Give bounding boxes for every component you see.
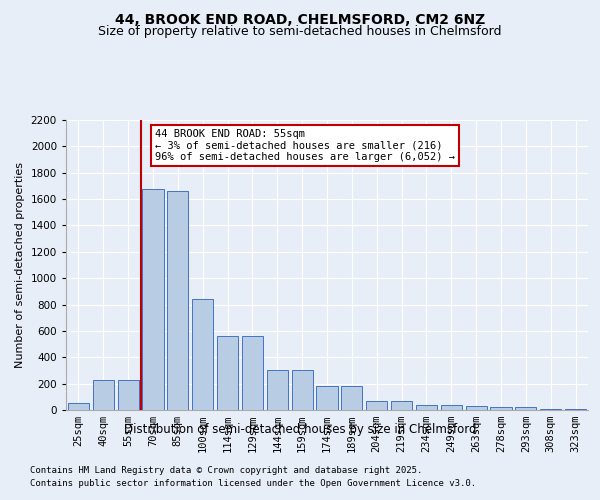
Bar (391, 402, 412, 410)
Bar (68, 404, 89, 410)
Bar (466, 406, 487, 410)
Bar (490, 406, 512, 410)
Bar (366, 402, 387, 410)
Bar (316, 386, 338, 410)
Bar (515, 408, 536, 410)
Bar (217, 336, 238, 410)
Bar (267, 370, 288, 410)
Bar (292, 370, 313, 410)
Bar (242, 336, 263, 410)
Bar (416, 404, 437, 410)
Bar (93, 380, 114, 410)
Bar (118, 380, 139, 410)
Bar (142, 188, 164, 410)
Text: Contains HM Land Registry data © Crown copyright and database right 2025.: Contains HM Land Registry data © Crown c… (30, 466, 422, 475)
Text: 44 BROOK END ROAD: 55sqm
← 3% of semi-detached houses are smaller (216)
96% of s: 44 BROOK END ROAD: 55sqm ← 3% of semi-de… (155, 128, 455, 162)
Bar (341, 386, 362, 410)
Text: Distribution of semi-detached houses by size in Chelmsford: Distribution of semi-detached houses by … (124, 422, 476, 436)
Bar (167, 191, 188, 410)
Bar (192, 298, 213, 410)
Y-axis label: Number of semi-detached properties: Number of semi-detached properties (15, 162, 25, 368)
Text: Size of property relative to semi-detached houses in Chelmsford: Size of property relative to semi-detach… (98, 25, 502, 38)
Text: 44, BROOK END ROAD, CHELMSFORD, CM2 6NZ: 44, BROOK END ROAD, CHELMSFORD, CM2 6NZ (115, 12, 485, 26)
Text: Contains public sector information licensed under the Open Government Licence v3: Contains public sector information licen… (30, 478, 476, 488)
Bar (540, 408, 561, 410)
Bar (441, 406, 462, 410)
